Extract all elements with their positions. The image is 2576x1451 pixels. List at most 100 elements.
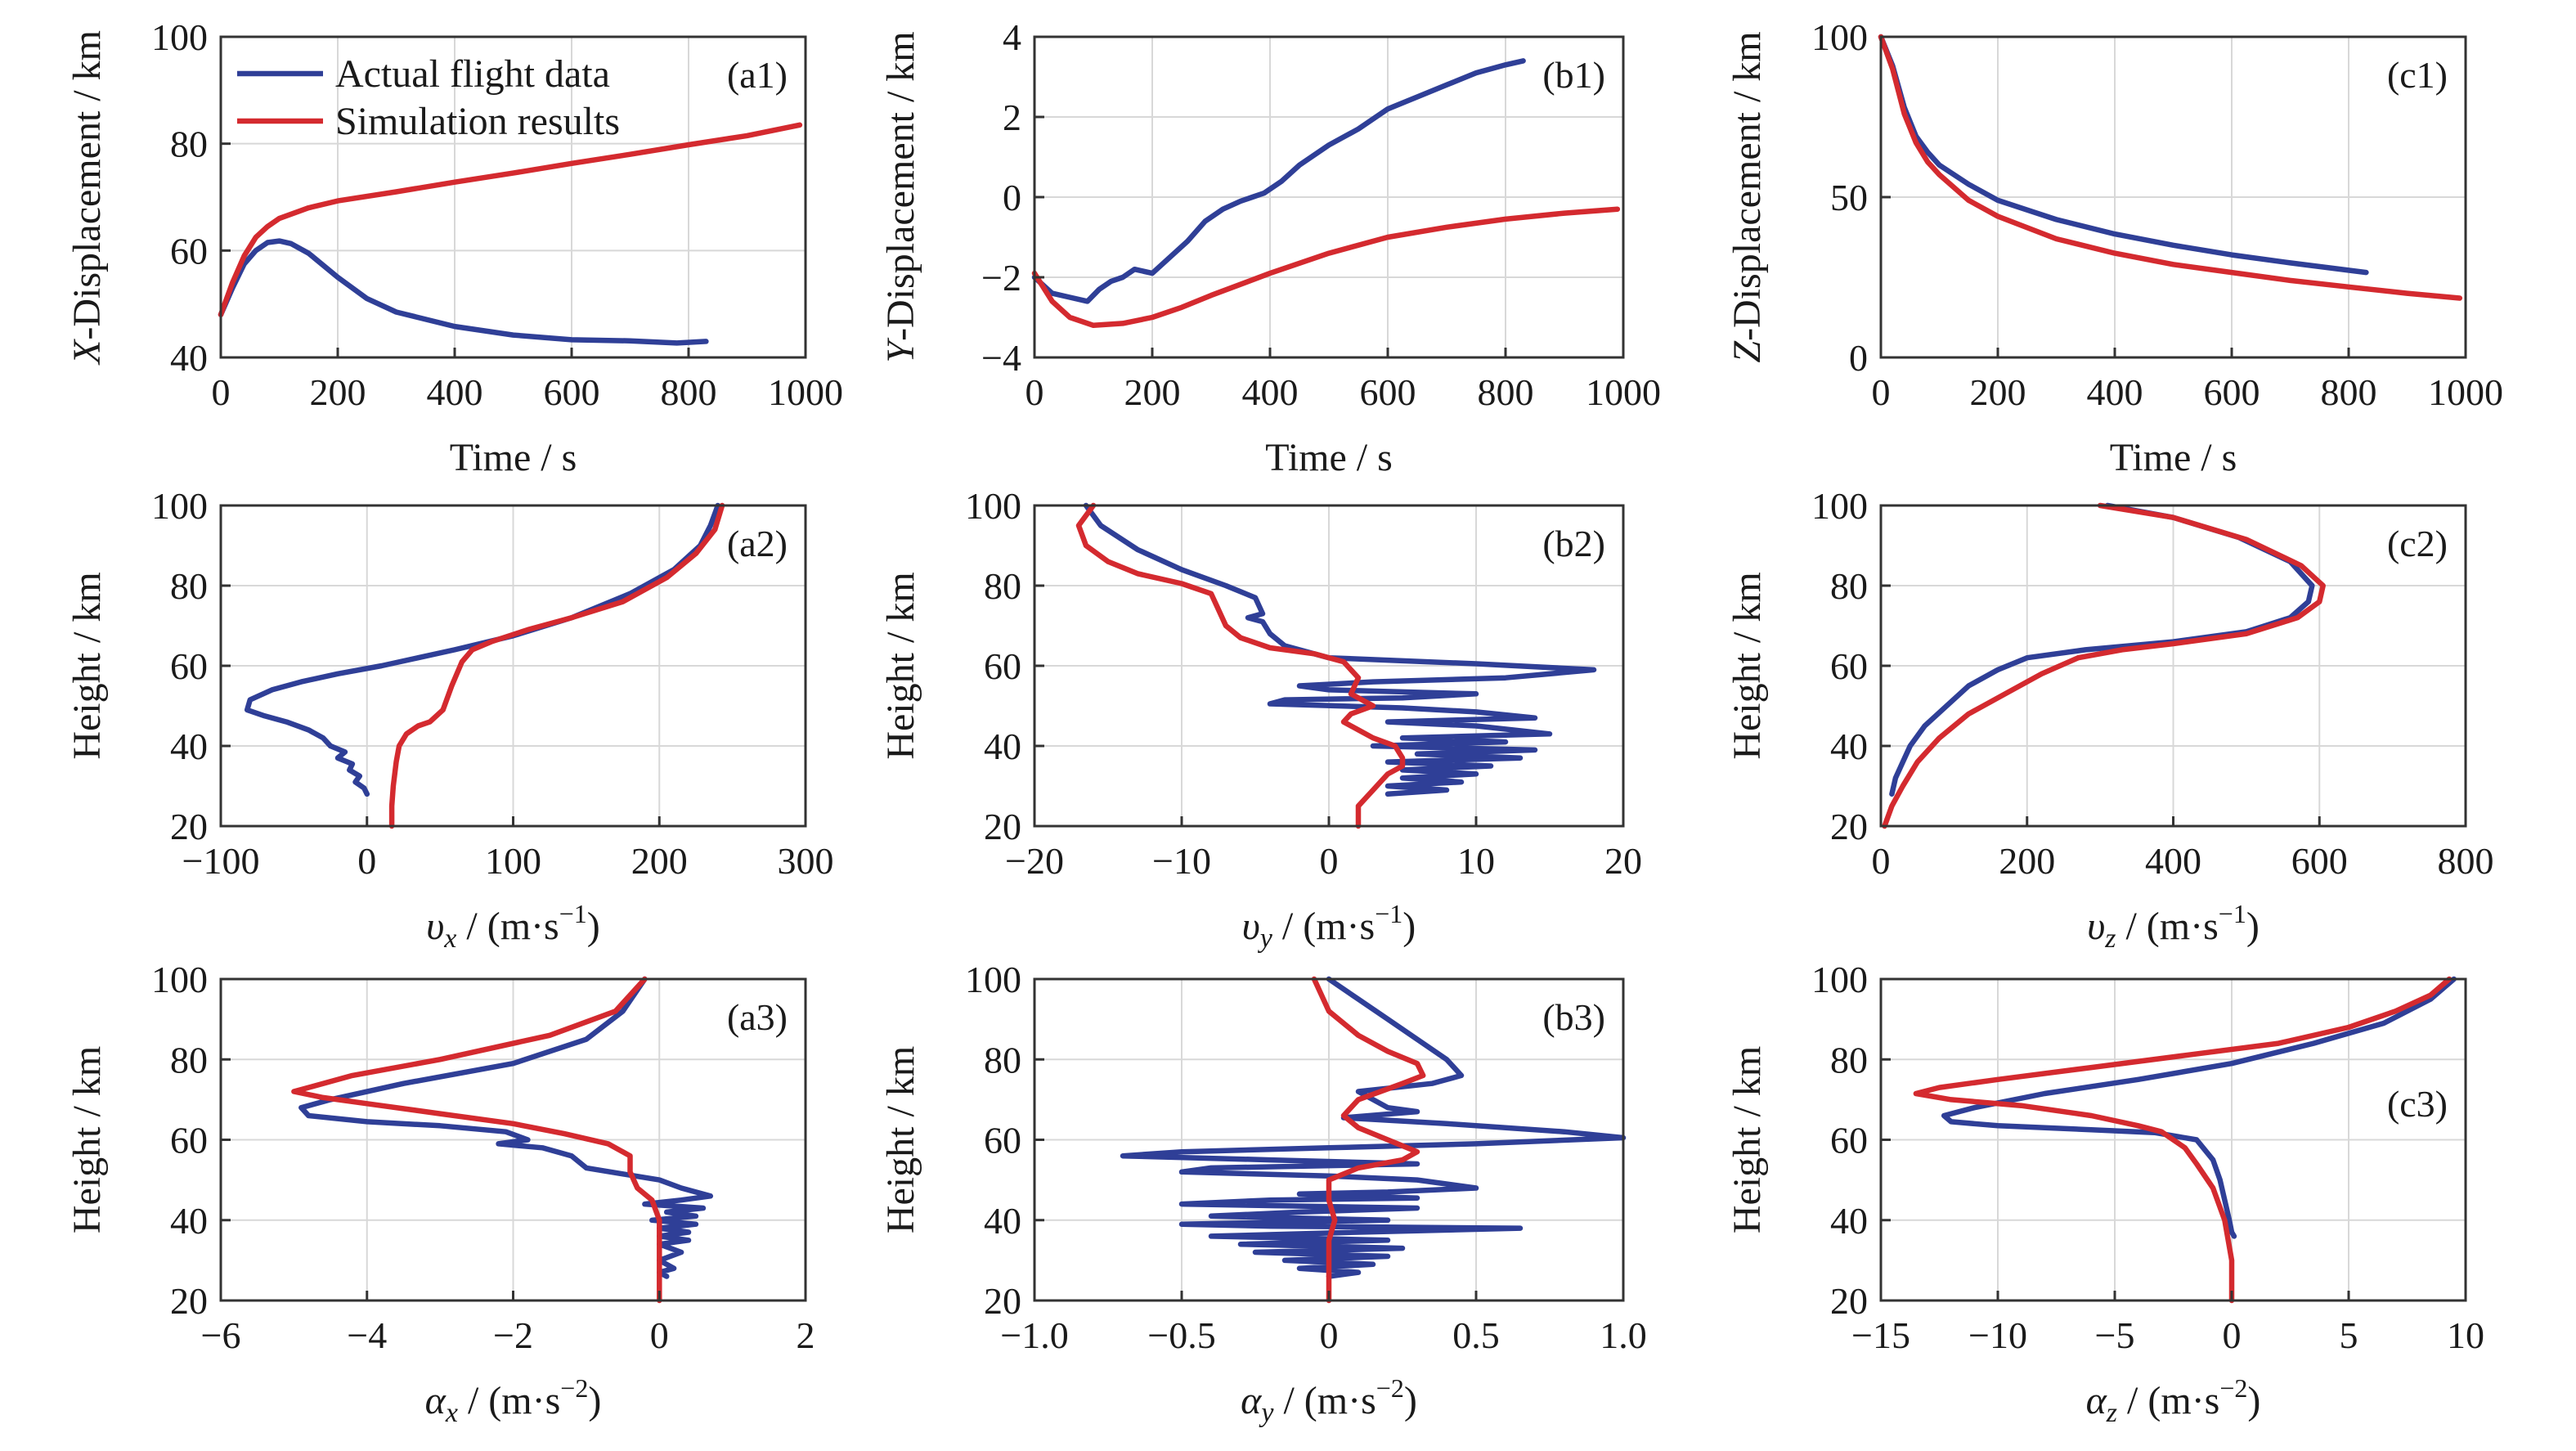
legend-label-simulation: Simulation results (335, 100, 620, 143)
panel-tag-a2: (a2) (727, 523, 788, 564)
x-tick-label: 2 (797, 1314, 815, 1356)
x-tick-label: 300 (778, 840, 834, 882)
x-tick-label: 10 (1457, 840, 1495, 882)
x-tick-label: −1.0 (1000, 1314, 1068, 1356)
panel-tag-b3: (b3) (1542, 996, 1605, 1038)
x-tick-label: 10 (2447, 1314, 2484, 1356)
y-tick-label: 60 (984, 1120, 1021, 1161)
y-tick-label: −4 (981, 337, 1021, 379)
y-tick-label: 50 (1830, 177, 1868, 218)
y-tick-label: 40 (984, 726, 1021, 767)
x-tick-label: 800 (1478, 371, 1534, 413)
y-axis-label: Z-Displacement / km (1726, 31, 1769, 362)
y-tick-label: 20 (984, 806, 1021, 847)
y-tick-label: 20 (170, 806, 208, 847)
x-tick-label: 600 (544, 371, 600, 413)
x-axis-label: υy / (m·s−1) (1242, 899, 1416, 954)
chart-panel-b1: 0 200 400 600 800 1000 −4 −2 0 2 4 Time / s Y-Displa… (879, 16, 1661, 479)
x-tick-label: 1000 (768, 371, 843, 413)
panel-tag-c2: (c2) (2387, 523, 2448, 564)
x-tick-label: 200 (1999, 840, 2055, 882)
y-axis-label: Height / km (65, 572, 109, 759)
panel-tag-b1: (b1) (1542, 54, 1605, 96)
x-tick-label: 0 (357, 840, 376, 882)
chart-panel-b2: −20 −10 0 10 20 20 40 60 80 100 υy / (m·s−1) Height… (879, 485, 1642, 954)
x-tick-label: 100 (485, 840, 541, 882)
chart-panel-a2: −100 0 100 200 300 20 40 60 80 100 υx / (m·s−1) Hei… (65, 485, 834, 954)
chart-panel-c1: 0 200 400 600 800 1000 0 50 100 Time / s Z-Displac… (1726, 16, 2503, 479)
y-tick-label: 4 (1003, 16, 1021, 58)
y-tick-label: 80 (1830, 565, 1868, 607)
y-tick-label: 60 (170, 230, 208, 272)
series-line-actual (1031, 58, 1526, 304)
x-tick-label: 0.5 (1452, 1314, 1500, 1356)
y-tick-label: 100 (1811, 959, 1868, 1000)
x-tick-label: 800 (2438, 840, 2494, 882)
x-tick-label: 20 (1604, 840, 1642, 882)
x-tick-label: −10 (1152, 840, 1211, 882)
x-tick-label: −2 (493, 1314, 533, 1356)
x-tick-label: 1000 (1586, 371, 1661, 413)
x-tick-label: 800 (2321, 371, 2377, 413)
y-tick-label: 100 (1811, 16, 1868, 58)
y-tick-label: 0 (1003, 177, 1021, 218)
x-tick-label: 0 (650, 1314, 669, 1356)
x-axis-label: υx / (m·s−1) (426, 899, 599, 954)
x-tick-label: 0 (2223, 1314, 2242, 1356)
y-tick-label: 80 (170, 1039, 208, 1080)
x-tick-label: 1000 (2428, 371, 2503, 413)
x-tick-label: 400 (1242, 371, 1299, 413)
x-tick-label: −15 (1851, 1314, 1910, 1356)
panel-tag-a1: (a1) (727, 54, 788, 96)
y-tick-label: 80 (170, 565, 208, 607)
x-tick-label: 0 (1320, 1314, 1339, 1356)
x-tick-label: 0 (1025, 371, 1044, 413)
x-tick-label: −10 (1968, 1314, 2027, 1356)
series-line-actual (244, 502, 721, 797)
y-tick-label: 100 (151, 16, 208, 58)
chart-panel-a1: 0 200 400 600 800 1000 40 60 80 100 Time / s X-Disp… (65, 16, 843, 479)
legend-label-actual: Actual flight data (335, 52, 610, 96)
y-axis-label: Y-Displacement / km (879, 31, 922, 362)
y-tick-label: 100 (151, 959, 208, 1000)
x-tick-label: 600 (1360, 371, 1416, 413)
x-tick-label: 400 (2145, 840, 2201, 882)
plot-frame (219, 35, 807, 359)
y-tick-label: 60 (1830, 1120, 1868, 1161)
chart-panel-c3: −15 −10 −5 0 5 10 20 40 60 80 100 αz / (m·s−2) Heigh… (1726, 959, 2484, 1428)
panel-tag-c3: (c3) (2387, 1083, 2448, 1125)
panel-tag-a3: (a3) (727, 996, 788, 1038)
x-axis-label: αy / (m·s−2) (1241, 1373, 1417, 1428)
x-tick-label: 600 (2291, 840, 2348, 882)
panel-tag-c1: (c1) (2387, 54, 2448, 96)
y-axis-label: Height / km (1726, 572, 1769, 759)
series-line-simulation (291, 976, 662, 1304)
y-tick-label: 60 (1830, 645, 1868, 687)
y-tick-label: 20 (1830, 806, 1868, 847)
y-tick-label: 40 (170, 1200, 208, 1242)
y-tick-label: 60 (984, 645, 1021, 687)
x-tick-label: 0 (212, 371, 231, 413)
x-tick-label: 0 (1320, 840, 1339, 882)
series-line-actual (1083, 502, 1597, 797)
x-tick-label: 400 (2087, 371, 2143, 413)
y-tick-label: −2 (981, 257, 1021, 299)
x-tick-label: 200 (310, 371, 366, 413)
y-tick-label: 20 (1830, 1280, 1868, 1322)
chart-panel-b3: −1.0 −0.5 0 0.5 1.0 20 40 60 80 100 αy / (m·s−2) He… (879, 959, 1647, 1428)
series-line-simulation (1075, 502, 1406, 829)
y-tick-label: 20 (170, 1280, 208, 1322)
y-tick-label: 20 (984, 1280, 1021, 1322)
x-tick-label: 0 (1872, 840, 1891, 882)
x-tick-label: −0.5 (1147, 1314, 1215, 1356)
series-line-simulation (388, 502, 725, 829)
x-tick-label: 5 (2340, 1314, 2358, 1356)
x-axis-label: αz / (m·s−2) (2086, 1373, 2261, 1428)
y-tick-label: 40 (984, 1200, 1021, 1242)
x-tick-label: 600 (2204, 371, 2260, 413)
x-axis-label: Time / s (1265, 436, 1393, 479)
chart-panel-c2: 0 200 400 600 800 20 40 60 80 100 υz / (m·s−1) Heig… (1726, 485, 2494, 954)
plot-area (221, 37, 806, 357)
